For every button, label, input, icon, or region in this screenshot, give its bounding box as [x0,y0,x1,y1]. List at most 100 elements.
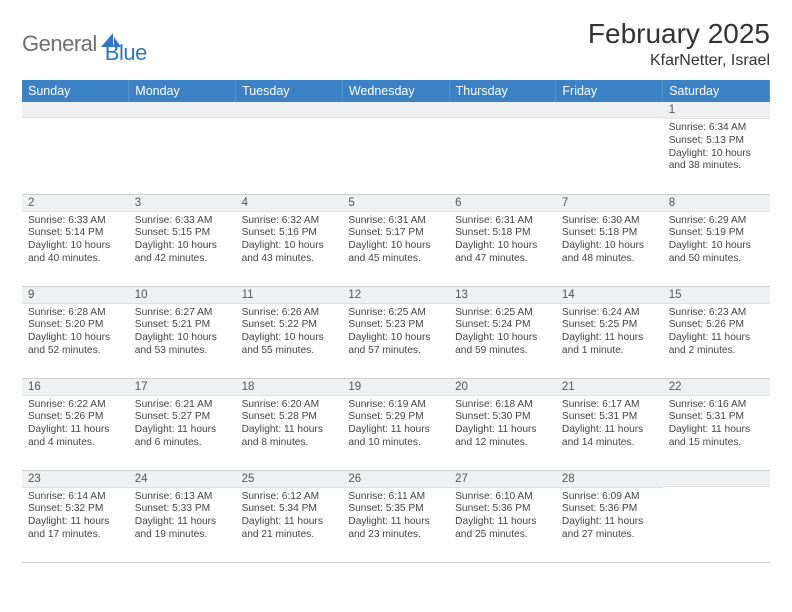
daylight-text: Daylight: 11 hours and 12 minutes. [455,424,550,450]
day-number: 16 [22,379,129,396]
day-details [449,118,556,125]
calendar-day-cell [663,470,770,562]
sunrise-text: Sunrise: 6:11 AM [348,491,443,504]
sunrise-text: Sunrise: 6:23 AM [669,307,764,320]
sunset-text: Sunset: 5:20 PM [28,319,123,332]
day-number: 28 [556,471,663,488]
calendar-day-cell: 23 Sunrise: 6:14 AMSunset: 5:32 PMDayligh… [22,470,129,562]
calendar-day-cell: 27Sunrise: 6:10 AMSunset: 5:36 PMDayligh… [449,470,556,562]
sunset-text: Sunset: 5:23 PM [348,319,443,332]
sunset-text: Sunset: 5:34 PM [242,503,337,516]
daylight-text: Daylight: 10 hours and 42 minutes. [135,240,230,266]
weekday-header: Monday [129,80,236,102]
calendar-day-cell: 2Sunrise: 6:33 AMSunset: 5:14 PMDaylight… [22,194,129,286]
day-number: 13 [449,287,556,304]
day-number: 14 [556,287,663,304]
sunrise-text: Sunrise: 6:13 AM [135,491,230,504]
calendar-day-cell: 16Sunrise: 6:22 AMSunset: 5:26 PMDayligh… [22,378,129,470]
sunrise-text: Sunrise: 6:12 AM [242,491,337,504]
calendar-day-cell [22,102,129,194]
day-details: Sunrise: 6:30 AMSunset: 5:18 PMDaylight:… [556,212,663,270]
calendar-day-cell: 25Sunrise: 6:12 AMSunset: 5:34 PMDayligh… [236,470,343,562]
day-number [556,102,663,118]
daylight-text: Daylight: 10 hours and 52 minutes. [28,332,123,358]
sunrise-text: Sunrise: 6:34 AM [669,122,764,135]
day-number: 8 [663,195,770,212]
calendar-day-cell: 18Sunrise: 6:20 AMSunset: 5:28 PMDayligh… [236,378,343,470]
calendar-day-cell: 28Sunrise: 6:09 AMSunset: 5:36 PMDayligh… [556,470,663,562]
daylight-text: Daylight: 11 hours and 4 minutes. [28,424,123,450]
sunset-text: Sunset: 5:30 PM [455,411,550,424]
sunrise-text: Sunrise: 6:32 AM [242,215,337,228]
sunrise-text: Sunrise: 6:09 AM [562,491,657,504]
day-number [449,102,556,118]
logo-text-blue: Blue [105,22,147,66]
day-details: Sunrise: 6:23 AMSunset: 5:26 PMDaylight:… [663,304,770,362]
day-details: Sunrise: 6:31 AMSunset: 5:18 PMDaylight:… [449,212,556,270]
calendar-day-cell: 10Sunrise: 6:27 AMSunset: 5:21 PMDayligh… [129,286,236,378]
calendar-day-cell: 8Sunrise: 6:29 AMSunset: 5:19 PMDaylight… [663,194,770,286]
day-number: 9 [22,287,129,304]
calendar-day-cell [129,102,236,194]
sunset-text: Sunset: 5:13 PM [669,135,764,148]
day-number: 3 [129,195,236,212]
sunrise-text: Sunrise: 6:18 AM [455,399,550,412]
sunrise-text: Sunrise: 6:27 AM [135,307,230,320]
sunrise-text: Sunrise: 6:24 AM [562,307,657,320]
daylight-text: Daylight: 10 hours and 50 minutes. [669,240,764,266]
calendar-page: General Blue February 2025 KfarNetter, I… [0,0,792,581]
calendar-day-cell [342,102,449,194]
sunrise-text: Sunrise: 6:21 AM [135,399,230,412]
calendar-day-cell: 1Sunrise: 6:34 AMSunset: 5:13 PMDaylight… [663,102,770,194]
day-details: Sunrise: 6:27 AMSunset: 5:21 PMDaylight:… [129,304,236,362]
day-number [22,102,129,118]
calendar-day-cell: 26Sunrise: 6:11 AMSunset: 5:35 PMDayligh… [342,470,449,562]
day-number: 24 [129,471,236,488]
daylight-text: Daylight: 10 hours and 38 minutes. [669,148,764,174]
title-block: February 2025 KfarNetter, Israel [588,18,770,70]
day-number: 25 [236,471,343,488]
day-details: Sunrise: 6:32 AMSunset: 5:16 PMDaylight:… [236,212,343,270]
day-details: Sunrise: 6:26 AMSunset: 5:22 PMDaylight:… [236,304,343,362]
day-details: Sunrise: 6:34 AMSunset: 5:13 PMDaylight:… [663,119,770,177]
daylight-text: Daylight: 11 hours and 14 minutes. [562,424,657,450]
daylight-text: Daylight: 11 hours and 8 minutes. [242,424,337,450]
day-details [22,118,129,125]
day-details [236,118,343,125]
sunrise-text: Sunrise: 6:14 AM [28,491,123,504]
location-label: KfarNetter, Israel [588,52,770,70]
day-details: Sunrise: 6:18 AMSunset: 5:30 PMDaylight:… [449,396,556,454]
day-details: Sunrise: 6:33 AMSunset: 5:14 PMDaylight:… [22,212,129,270]
day-details [556,118,663,125]
day-number: 23 [22,471,129,488]
day-number: 6 [449,195,556,212]
sunrise-text: Sunrise: 6:33 AM [28,215,123,228]
month-title: February 2025 [588,18,770,50]
day-number: 1 [663,102,770,119]
daylight-text: Daylight: 10 hours and 55 minutes. [242,332,337,358]
calendar-table: Sunday Monday Tuesday Wednesday Thursday… [22,80,770,563]
calendar-day-cell [556,102,663,194]
sunset-text: Sunset: 5:29 PM [348,411,443,424]
day-number: 2 [22,195,129,212]
sunrise-text: Sunrise: 6:25 AM [348,307,443,320]
day-number: 21 [556,379,663,396]
day-number: 10 [129,287,236,304]
sunset-text: Sunset: 5:21 PM [135,319,230,332]
sunset-text: Sunset: 5:16 PM [242,227,337,240]
sunset-text: Sunset: 5:32 PM [28,503,123,516]
sunset-text: Sunset: 5:15 PM [135,227,230,240]
day-details: Sunrise: 6:21 AMSunset: 5:27 PMDaylight:… [129,396,236,454]
day-details [663,487,770,494]
calendar-day-cell [236,102,343,194]
day-details: Sunrise: 6:33 AMSunset: 5:15 PMDaylight:… [129,212,236,270]
day-details: Sunrise: 6:29 AMSunset: 5:19 PMDaylight:… [663,212,770,270]
calendar-day-cell: 6Sunrise: 6:31 AMSunset: 5:18 PMDaylight… [449,194,556,286]
day-details: Sunrise: 6:25 AMSunset: 5:23 PMDaylight:… [342,304,449,362]
sunrise-text: Sunrise: 6:17 AM [562,399,657,412]
calendar-day-cell: 13Sunrise: 6:25 AMSunset: 5:24 PMDayligh… [449,286,556,378]
day-number: 19 [342,379,449,396]
sunset-text: Sunset: 5:28 PM [242,411,337,424]
daylight-text: Daylight: 11 hours and 17 minutes. [28,516,123,542]
day-number: 17 [129,379,236,396]
